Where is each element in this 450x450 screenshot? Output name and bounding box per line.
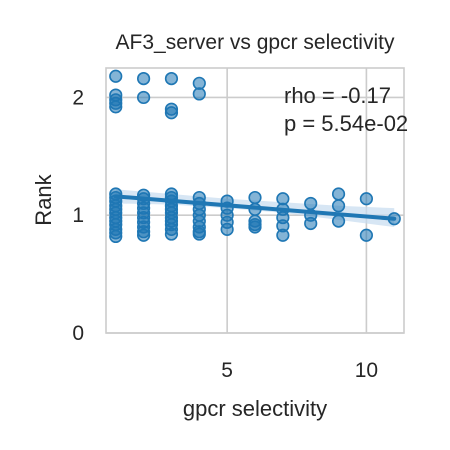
- data-point: [304, 216, 318, 231]
- x-tick-label: 10: [355, 359, 378, 382]
- regression-line: [113, 194, 397, 221]
- y-tick-label: 0: [72, 322, 84, 345]
- data-point: [164, 227, 179, 241]
- data-point: [248, 190, 262, 205]
- data-point: [248, 220, 262, 234]
- data-point: [359, 228, 374, 242]
- rho-annotation: rho = -0.17: [284, 83, 391, 108]
- data-point: [331, 187, 346, 201]
- data-point: [331, 199, 346, 213]
- data-point: [164, 71, 179, 86]
- data-point: [136, 228, 151, 242]
- data-point: [276, 228, 290, 242]
- x-axis-label: gpcr selectivity: [183, 396, 327, 421]
- data-point: [109, 229, 123, 244]
- data-point: [109, 69, 123, 83]
- data-point: [220, 222, 234, 236]
- chart-title: AF3_server vs gpcr selectivity: [116, 31, 395, 54]
- data-point: [136, 71, 151, 86]
- data-point: [192, 87, 206, 101]
- plot-border: [105, 67, 405, 334]
- data-point: [331, 214, 346, 228]
- y-axis-label: Rank: [31, 173, 56, 225]
- data-point: [164, 106, 179, 120]
- data-point: [136, 90, 151, 105]
- y-tick-label: 2: [72, 86, 84, 109]
- x-tick-label: 5: [221, 359, 233, 382]
- data-point: [192, 227, 206, 241]
- data-point: [304, 196, 318, 211]
- y-tick-label: 1: [72, 204, 84, 227]
- p-value-annotation: p = 5.54e-02: [284, 111, 408, 136]
- data-point: [109, 100, 123, 114]
- data-point: [359, 192, 374, 206]
